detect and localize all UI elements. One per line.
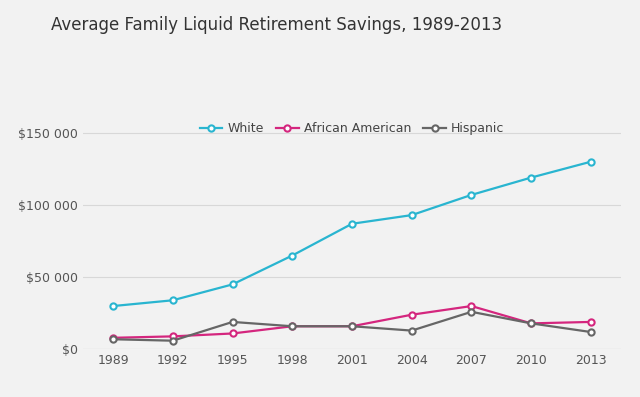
African American xyxy=(228,331,236,336)
African American xyxy=(527,321,535,326)
Hispanic xyxy=(228,320,236,324)
African American xyxy=(169,334,177,339)
African American xyxy=(109,335,117,340)
White xyxy=(169,298,177,303)
White xyxy=(348,222,356,226)
White xyxy=(109,304,117,308)
Legend: White, African American, Hispanic: White, African American, Hispanic xyxy=(195,118,509,141)
White xyxy=(468,193,476,197)
Hispanic xyxy=(348,324,356,329)
Text: Average Family Liquid Retirement Savings, 1989-2013: Average Family Liquid Retirement Savings… xyxy=(51,16,502,34)
White xyxy=(408,213,415,218)
White xyxy=(289,253,296,258)
White xyxy=(527,175,535,180)
White xyxy=(228,282,236,287)
African American xyxy=(468,304,476,308)
Line: African American: African American xyxy=(110,303,594,341)
Line: White: White xyxy=(110,158,594,309)
Hispanic xyxy=(109,337,117,342)
Hispanic xyxy=(468,309,476,314)
White xyxy=(587,159,595,164)
African American xyxy=(408,312,415,317)
Hispanic xyxy=(289,324,296,329)
Hispanic xyxy=(169,338,177,343)
Hispanic xyxy=(527,321,535,326)
Line: Hispanic: Hispanic xyxy=(110,309,594,344)
Hispanic xyxy=(408,328,415,333)
Hispanic xyxy=(587,330,595,334)
African American xyxy=(289,324,296,329)
African American xyxy=(348,324,356,329)
African American xyxy=(587,320,595,324)
